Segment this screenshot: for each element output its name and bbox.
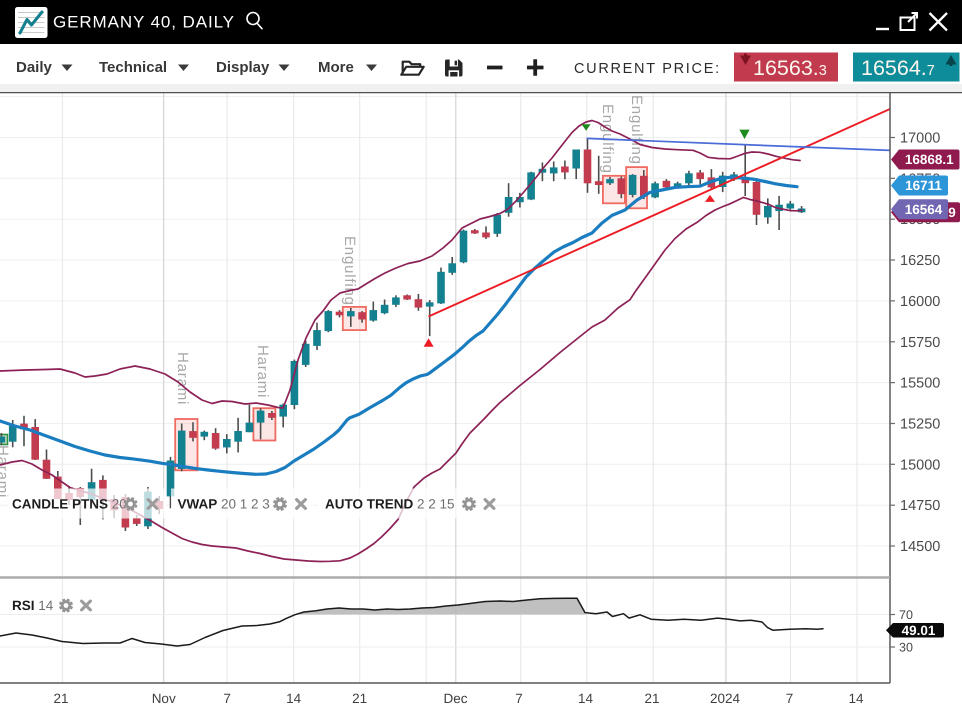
svg-text:2024: 2024 xyxy=(710,691,741,706)
svg-text:14750: 14750 xyxy=(900,498,940,514)
svg-text:15500: 15500 xyxy=(900,376,940,392)
svg-text:30: 30 xyxy=(899,641,913,655)
svg-text:16250: 16250 xyxy=(900,253,940,269)
svg-text:7: 7 xyxy=(786,691,794,706)
svg-text:CANDLE PTNS 20: CANDLE PTNS 20 xyxy=(12,497,127,512)
svg-text:7: 7 xyxy=(223,691,231,706)
svg-text:49.01: 49.01 xyxy=(902,623,936,638)
svg-text:Nov: Nov xyxy=(152,691,176,706)
svg-text:16000: 16000 xyxy=(900,294,940,310)
svg-text:7: 7 xyxy=(515,691,523,706)
svg-text:Engulfing: Engulfing xyxy=(341,236,358,306)
svg-text:CURRENT PRICE:: CURRENT PRICE: xyxy=(574,61,721,77)
svg-text:Engulfing: Engulfing xyxy=(628,95,645,165)
svg-text:14: 14 xyxy=(578,691,594,706)
svg-text:21: 21 xyxy=(644,691,659,706)
svg-text:14: 14 xyxy=(286,691,302,706)
svg-text:9: 9 xyxy=(948,205,956,220)
svg-text:16563.3: 16563.3 xyxy=(753,56,827,80)
svg-text:Dec: Dec xyxy=(443,691,467,706)
svg-text:AUTO TREND 2 2 15: AUTO TREND 2 2 15 xyxy=(325,497,455,512)
svg-text:RSI 14: RSI 14 xyxy=(12,598,54,613)
svg-text:70: 70 xyxy=(899,608,913,622)
svg-text:21: 21 xyxy=(352,691,367,706)
svg-text:15750: 15750 xyxy=(900,335,940,351)
svg-text:16564: 16564 xyxy=(905,202,943,217)
svg-text:16564.7: 16564.7 xyxy=(861,56,935,80)
svg-text:14: 14 xyxy=(848,691,864,706)
svg-text:15250: 15250 xyxy=(900,417,940,433)
svg-text:VWAP 20 1 2 3: VWAP 20 1 2 3 xyxy=(178,497,270,512)
svg-text:14500: 14500 xyxy=(900,539,940,555)
svg-text:Harami: Harami xyxy=(254,345,271,398)
svg-text:16711: 16711 xyxy=(905,178,942,193)
svg-text:17000: 17000 xyxy=(900,131,940,147)
svg-text:15000: 15000 xyxy=(900,457,940,473)
svg-text:Harami: Harami xyxy=(0,445,11,498)
svg-text:GERMANY 40, DAILY: GERMANY 40, DAILY xyxy=(53,13,235,32)
svg-text:Harami: Harami xyxy=(174,352,191,405)
svg-text:21: 21 xyxy=(53,691,68,706)
svg-text:16868.1: 16868.1 xyxy=(905,152,954,167)
